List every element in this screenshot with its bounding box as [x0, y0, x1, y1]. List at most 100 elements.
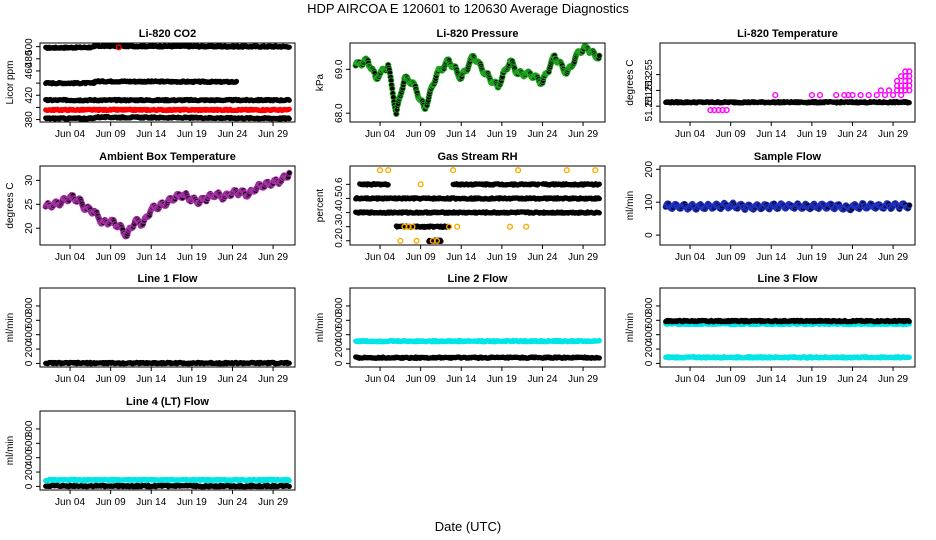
- panel-title: Line 3 Flow: [758, 273, 818, 285]
- x-tick-label: Jun 24: [217, 252, 247, 263]
- x-tick-label: Jun 29: [568, 374, 598, 385]
- x-tick-label: Jun 29: [258, 374, 288, 385]
- plot-frame: [349, 165, 606, 246]
- data-point: [873, 91, 880, 99]
- y-tick-label: 0: [24, 360, 35, 366]
- plot-frame: [39, 165, 296, 246]
- y-axis-label: degrees C: [625, 59, 636, 105]
- y-tick-label: 600: [334, 312, 345, 329]
- data-layer: [353, 167, 602, 245]
- data-point: [233, 78, 240, 84]
- x-tick-label: Jun 04: [675, 252, 705, 263]
- panel-title: Line 1 Flow: [138, 273, 198, 285]
- x-tick-label: Jun 29: [258, 129, 288, 140]
- y-axis-label: ml/min: [625, 191, 636, 220]
- y-tick-label: 25: [24, 198, 35, 210]
- x-tick-label: Jun 14: [446, 374, 476, 385]
- x-tick-label: Jun 19: [177, 252, 207, 263]
- data-point: [893, 77, 901, 85]
- data-point: [286, 169, 293, 176]
- data-point: [772, 91, 779, 99]
- y-axis-label: degrees C: [5, 182, 16, 228]
- y-tick-label: 420: [24, 86, 35, 103]
- y-tick-label: 0.4: [334, 205, 345, 219]
- series-temperature: [663, 98, 912, 106]
- y-tick-label: 600: [24, 312, 35, 329]
- x-tick-label: Jun 24: [527, 252, 557, 263]
- x-tick-label: Jun 29: [258, 252, 288, 263]
- x-tick-label: Jun 19: [487, 252, 517, 263]
- data-point: [906, 82, 913, 89]
- series-sample-flow: [662, 199, 913, 214]
- x-tick-label: Jun 04: [365, 252, 395, 263]
- panel-title: Ambient Box Temperature: [99, 151, 236, 163]
- plot-frame: [39, 287, 296, 368]
- x-tick-label: Jun 14: [756, 129, 786, 140]
- x-tick-label: Jun 09: [716, 129, 746, 140]
- y-tick-label: 0.3: [334, 219, 345, 233]
- plot-frame: [659, 165, 916, 246]
- data-layer: [663, 68, 913, 114]
- data-point: [446, 223, 453, 230]
- data-point: [286, 106, 292, 112]
- y-tick-label: 380: [24, 111, 35, 128]
- series-discrete-high: [707, 68, 913, 114]
- data-layer: [43, 43, 292, 122]
- x-tick-label: Jun 09: [96, 374, 126, 385]
- data-point: [902, 68, 909, 75]
- series-rh-high: [376, 167, 599, 244]
- x-tick-label: Jun 09: [406, 374, 436, 385]
- data-point: [881, 91, 889, 99]
- x-tick-label: Jun 04: [365, 374, 395, 385]
- series-pressure: [352, 43, 603, 118]
- series-sample-upper: [43, 96, 292, 104]
- y-tick-label: 400: [24, 326, 35, 343]
- data-point: [417, 181, 424, 188]
- x-tick-label: Jun 04: [675, 129, 705, 140]
- x-tick-label: Jun 24: [527, 129, 557, 140]
- data-point: [397, 237, 404, 244]
- data-point: [450, 167, 457, 174]
- data-point: [385, 182, 391, 188]
- y-tick-label: 800: [24, 297, 35, 314]
- data-point: [865, 91, 872, 99]
- data-point: [723, 106, 730, 114]
- x-tick-label: Jun 14: [446, 129, 476, 140]
- x-tick-label: Jun 09: [96, 252, 126, 263]
- data-point: [115, 44, 122, 51]
- data-layer: [663, 317, 912, 361]
- x-tick-label: Jun 19: [797, 129, 827, 140]
- data-point: [286, 97, 292, 103]
- x-tick-label: Jun 14: [756, 252, 786, 263]
- panel-title: Gas Stream RH: [437, 151, 517, 163]
- y-axis-label: percent: [315, 189, 326, 223]
- x-tick-label: Jun 29: [568, 129, 598, 140]
- data-point: [906, 68, 913, 75]
- y-axis-label: kPa: [315, 73, 326, 91]
- x-tick-label: Jun 09: [406, 252, 436, 263]
- panel-title: Li-820 Pressure: [437, 28, 519, 40]
- data-point: [808, 91, 816, 99]
- y-tick-label: 0: [334, 360, 345, 366]
- plot-frame: [349, 287, 606, 368]
- y-tick-label: 69.0: [334, 59, 345, 79]
- data-point: [429, 237, 436, 244]
- x-tick-label: Jun 24: [837, 252, 867, 263]
- x-tick-label: Jun 14: [136, 129, 166, 140]
- x-tick-label: Jun 09: [716, 252, 746, 263]
- x-tick-label: Jun 29: [878, 129, 908, 140]
- data-point: [833, 91, 840, 99]
- x-tick-label: Jun 04: [55, 374, 85, 385]
- y-tick-label: 20: [24, 222, 35, 234]
- x-tick-label: Jun 19: [177, 129, 207, 140]
- data-point: [849, 91, 856, 99]
- series-rh-0.4: [353, 209, 602, 216]
- data-point: [454, 223, 461, 230]
- data-layer: [43, 359, 292, 367]
- series-line2-black: [353, 354, 602, 361]
